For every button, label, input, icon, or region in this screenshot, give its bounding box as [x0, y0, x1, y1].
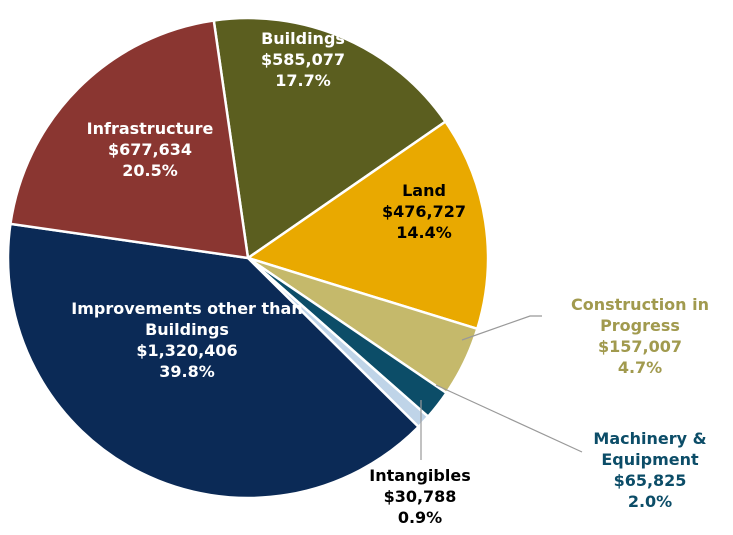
percent-label: 0.9% — [397, 508, 443, 527]
value-label: $65,825 — [613, 471, 687, 490]
slice-label: Buildings $585,077 17.7% — [203, 28, 403, 91]
leader-line — [461, 315, 542, 341]
percent-label: 2.0% — [627, 492, 673, 511]
slice-label: Infrastructure $677,634 20.5% — [50, 118, 250, 181]
pie-slice — [212, 16, 448, 261]
value-label: $30,788 — [383, 487, 457, 506]
value-label: $476,727 — [381, 202, 466, 221]
slice-label: Construction in Progress $157,007 4.7% — [565, 294, 715, 378]
slice-label: Machinery & Equipment $65,825 2.0% — [580, 428, 720, 512]
slice-label: Intangibles $30,788 0.9% — [345, 465, 495, 528]
category-label: Buildings — [261, 29, 345, 48]
slice-label: Improvements other than Buildings $1,320,… — [67, 298, 307, 382]
category-label: Improvements other than Buildings — [71, 299, 303, 339]
percent-label: 17.7% — [275, 71, 331, 90]
percent-label: 20.5% — [122, 161, 178, 180]
percent-label: 14.4% — [396, 223, 452, 242]
leader-line — [435, 384, 583, 453]
value-label: $677,634 — [107, 140, 192, 159]
percent-label: 39.8% — [159, 362, 215, 381]
value-label: $585,077 — [260, 50, 345, 69]
slice-label: Land $476,727 14.4% — [349, 180, 499, 243]
value-label: $157,007 — [597, 337, 682, 356]
category-label: Construction in Progress — [570, 295, 710, 335]
pie-slice — [6, 222, 421, 500]
percent-label: 4.7% — [617, 358, 663, 377]
category-label: Machinery & Equipment — [593, 429, 707, 469]
category-label: Intangibles — [369, 466, 471, 485]
value-label: $1,320,406 — [136, 341, 238, 360]
pie-slice — [9, 19, 250, 260]
pie-slice — [245, 119, 490, 331]
category-label: Land — [402, 181, 446, 200]
category-label: Infrastructure — [86, 119, 214, 138]
